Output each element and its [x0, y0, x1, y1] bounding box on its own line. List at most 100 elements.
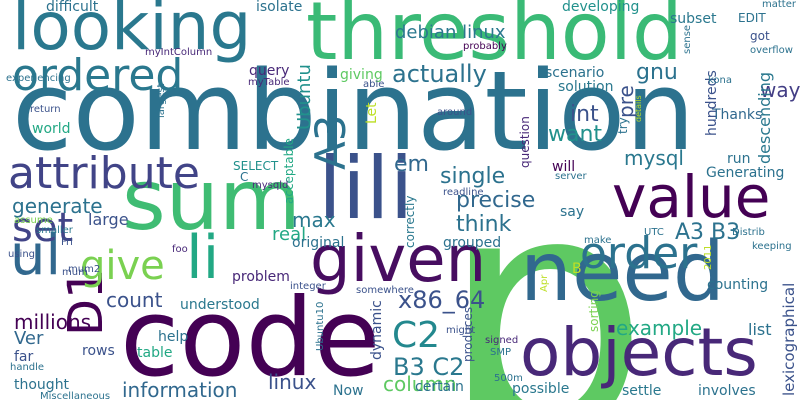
word-order: order	[580, 228, 698, 279]
word-max: max	[292, 208, 336, 232]
word-possible: possible	[512, 381, 570, 397]
word-mysqld: mysqld	[252, 180, 289, 191]
word-readline: readline	[443, 187, 484, 198]
word-set: set	[12, 205, 74, 251]
word-original: original	[292, 235, 345, 251]
word-li: li	[186, 223, 220, 293]
word-myintcolumn: myIntColumn	[145, 47, 213, 58]
word-large: large	[88, 210, 129, 229]
word-solution: solution	[558, 79, 614, 95]
word-mysql: mysql	[624, 146, 684, 170]
word-help: help	[158, 329, 189, 345]
word-apr: Apr	[539, 274, 550, 292]
word-foo: foo	[172, 244, 188, 255]
word-rows: rows	[82, 343, 115, 359]
word-mytable: myTable	[248, 77, 290, 88]
word-c: C	[240, 170, 249, 184]
word-developing: developing	[562, 0, 640, 15]
word-value: value	[612, 163, 771, 231]
word-mum2: mum2	[68, 264, 101, 275]
word-details: details	[634, 95, 643, 122]
word-giving: giving	[340, 67, 383, 83]
word-b: B	[572, 261, 582, 277]
word-pre: pre	[614, 85, 638, 118]
word-thanks: Thanks	[712, 107, 763, 123]
word-will: will	[552, 159, 576, 175]
word-edit: EDIT	[738, 11, 766, 25]
word-world: world	[32, 121, 71, 137]
word-given: given	[310, 223, 487, 297]
word-think: think	[456, 212, 512, 237]
word-p: p	[440, 123, 650, 400]
word-probably: probably	[463, 41, 507, 52]
word-2011: 2011	[703, 244, 714, 270]
word-c2: C2	[392, 315, 441, 356]
word-miscellaneous: Miscellaneous	[40, 391, 111, 400]
word-involves: involves	[698, 383, 756, 399]
word-subset: subset	[670, 11, 717, 27]
word-keeping: keeping	[752, 241, 792, 252]
word-correctly: correctly	[403, 195, 417, 248]
word-settle: settle	[622, 383, 662, 399]
word-code: code	[120, 276, 381, 400]
word-now: Now	[333, 383, 364, 399]
word-gnu: gnu	[636, 60, 678, 85]
word-x86-64: x86_64	[398, 286, 486, 314]
word-way: way	[760, 78, 800, 102]
word-difficult: difficult	[46, 0, 99, 15]
word-largest: largest	[156, 83, 167, 118]
word-lili: lili	[318, 139, 414, 239]
word-table: table	[137, 345, 173, 361]
word-information: information	[122, 378, 238, 400]
word-sum: sum	[122, 151, 301, 249]
word-sense: sense	[682, 24, 693, 54]
word-scenario: scenario	[545, 65, 605, 81]
word-millions: millions	[14, 310, 92, 334]
word-threshold: threshold	[306, 0, 683, 78]
word-distrib: Distrib	[732, 227, 765, 238]
word-might: might	[446, 325, 476, 336]
word-overflow: overflow	[750, 45, 793, 56]
word-say: say	[560, 204, 585, 220]
word-mum: mum	[62, 267, 88, 278]
word-ubuntu10: Ubuntu10	[315, 301, 326, 351]
word-fri: Fri	[61, 237, 73, 248]
word-column: column	[383, 372, 457, 396]
word-generate: generate	[12, 194, 103, 218]
word-actually: actually	[392, 60, 487, 88]
word-return: return	[30, 104, 61, 115]
word-want: want	[548, 122, 603, 147]
word-far: far	[14, 349, 34, 365]
word-real: real	[272, 224, 307, 245]
word-example: example	[616, 316, 703, 340]
word-let: Let	[364, 102, 380, 124]
word-somewhere: somewhere	[356, 285, 414, 296]
word-ver: Ver	[14, 328, 44, 349]
word-give: give	[80, 243, 165, 289]
word-understood: understood	[180, 297, 260, 313]
word-500m: 500m	[494, 373, 523, 384]
word-around: around	[437, 107, 473, 118]
word-certain: certain	[415, 379, 464, 395]
word-list: list	[748, 320, 772, 339]
word-need: need	[520, 225, 725, 320]
word-acceptable: acceptable	[282, 138, 296, 204]
word-generating: Generating	[706, 165, 785, 181]
word-a3: A3	[306, 114, 355, 170]
word-dynamic: dynamic	[369, 300, 385, 360]
word-combination: combination	[12, 47, 696, 175]
word-handle: handle	[10, 362, 45, 373]
word-make: make	[584, 235, 612, 246]
word-matter: matter	[762, 0, 796, 10]
word-query: query	[249, 63, 290, 79]
word-em: em	[394, 152, 429, 177]
word-able: able	[363, 79, 385, 90]
word-select: SELECT	[233, 159, 279, 173]
word-looking: looking	[12, 0, 252, 65]
word-ordered: ordered	[12, 50, 184, 101]
word-attribute: attribute	[8, 148, 200, 199]
word-got: got	[750, 29, 770, 43]
word-objects: objects	[520, 314, 758, 391]
word-ubuntu: Ubuntu	[294, 64, 315, 130]
